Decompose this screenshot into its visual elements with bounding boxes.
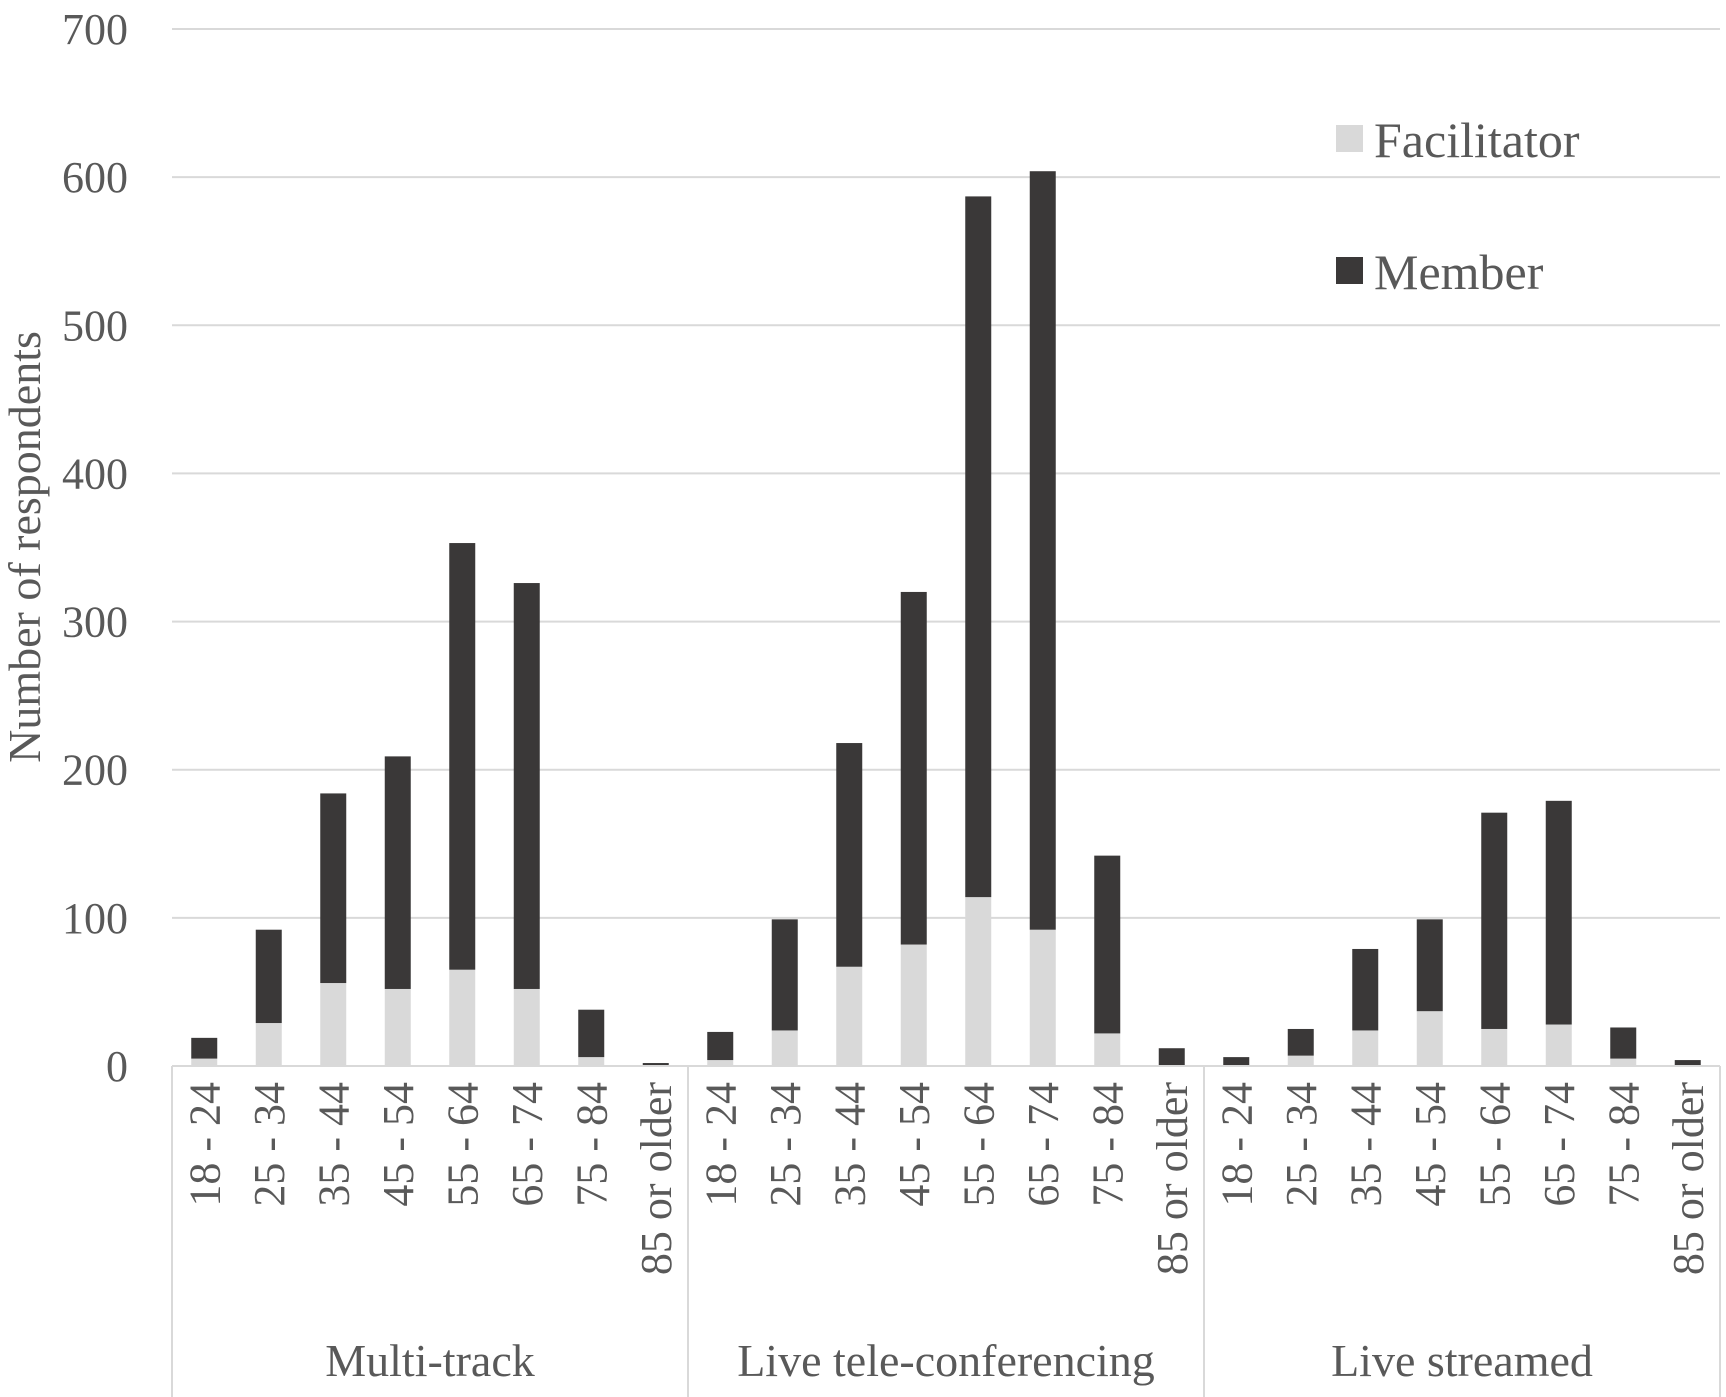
bar-member	[900, 591, 927, 945]
x-category-label: 18 - 24	[1212, 1082, 1261, 1207]
bar-facilitator	[578, 1057, 605, 1066]
x-category-label: 45 - 54	[1406, 1082, 1455, 1207]
legend-label-facilitator: Facilitator	[1374, 112, 1580, 168]
x-axis: 18 - 24 25 - 34 35 - 44 45 - 54 55 - 64 65 - …	[171, 1065, 1721, 1397]
x-category-label: 85 or older	[1148, 1082, 1197, 1275]
x-category-label: 75 - 84	[1599, 1082, 1648, 1207]
y-tick-label: 500	[62, 301, 128, 350]
x-category-label: 55 - 64	[1470, 1082, 1519, 1207]
bar-facilitator	[900, 944, 927, 1066]
bar-member	[771, 919, 798, 1031]
bar-member	[1094, 855, 1121, 1034]
bar-facilitator	[771, 1030, 798, 1066]
bar-member	[1029, 171, 1056, 930]
x-category-label: 45 - 54	[890, 1082, 939, 1207]
bar-member	[578, 1009, 605, 1058]
x-category-label: 45 - 54	[374, 1082, 423, 1207]
y-tick-label: 200	[62, 746, 128, 795]
bar-member	[965, 196, 992, 898]
y-axis-title: Number of respondents	[0, 331, 50, 763]
x-group-label: Live streamed	[1331, 1335, 1593, 1386]
bar-facilitator	[1352, 1030, 1379, 1066]
bar-facilitator	[1610, 1058, 1637, 1066]
y-axis-tick-labels: 0 100 200 300 400 500 600 700	[62, 5, 128, 1091]
bar-facilitator	[1029, 929, 1056, 1066]
x-category-label: 75 - 84	[1083, 1082, 1132, 1207]
bar-facilitator	[707, 1060, 734, 1066]
bar-member	[384, 756, 411, 989]
y-tick-label: 400	[62, 449, 128, 498]
bar-member	[707, 1031, 734, 1061]
x-group-label: Multi-track	[325, 1335, 535, 1386]
bars	[191, 171, 1701, 1066]
x-category-label: 85 or older	[1664, 1082, 1713, 1275]
x-category-label: 65 - 74	[503, 1082, 552, 1207]
x-category-label: 35 - 44	[825, 1082, 874, 1207]
bar-facilitator	[1481, 1028, 1508, 1066]
bar-member	[1158, 1048, 1185, 1066]
bar-member	[1610, 1027, 1637, 1059]
y-tick-label: 700	[62, 5, 128, 54]
bar-member	[1481, 812, 1508, 1029]
bar-member	[1674, 1060, 1701, 1066]
bar-facilitator	[965, 897, 992, 1066]
x-category-label: 75 - 84	[567, 1082, 616, 1207]
bar-facilitator	[384, 988, 411, 1066]
x-category-label: 55 - 64	[954, 1082, 1003, 1207]
legend: Facilitator Member	[1336, 112, 1580, 300]
y-tick-label: 300	[62, 598, 128, 647]
x-category-label: 35 - 44	[1341, 1082, 1390, 1207]
bar-facilitator	[1287, 1055, 1314, 1066]
x-category-label: 18 - 24	[696, 1082, 745, 1207]
bar-facilitator	[1545, 1024, 1572, 1066]
bar-facilitator	[320, 983, 347, 1066]
bar-facilitator	[191, 1058, 218, 1066]
bar-member	[836, 743, 863, 967]
bar-facilitator	[836, 966, 863, 1066]
legend-label-member: Member	[1374, 244, 1544, 300]
x-group-label: Live tele-conferencing	[737, 1335, 1155, 1386]
x-category-label: 85 or older	[632, 1082, 681, 1275]
y-tick-label: 0	[106, 1042, 128, 1091]
bar-member	[1223, 1057, 1250, 1066]
bar-facilitator	[255, 1023, 282, 1066]
bar-facilitator	[1094, 1033, 1121, 1066]
bar-member	[642, 1063, 669, 1066]
bar-member	[513, 583, 540, 989]
bar-member	[191, 1037, 218, 1059]
x-category-label: 65 - 74	[1019, 1082, 1068, 1207]
x-category-label: 18 - 24	[180, 1082, 229, 1207]
x-category-label: 55 - 64	[438, 1082, 487, 1207]
legend-swatch-member	[1336, 257, 1363, 284]
x-category-label: 65 - 74	[1535, 1082, 1584, 1207]
y-tick-label: 100	[62, 894, 128, 943]
bar-member	[1352, 948, 1379, 1031]
x-category-label: 25 - 34	[1277, 1082, 1326, 1207]
legend-swatch-facilitator	[1336, 125, 1363, 152]
y-tick-label: 600	[62, 153, 128, 202]
bar-facilitator	[513, 988, 540, 1066]
gridlines	[172, 28, 1720, 919]
bar-member	[449, 543, 476, 970]
bar-member	[1545, 800, 1572, 1025]
bar-member	[1416, 919, 1443, 1012]
bar-member	[320, 793, 347, 984]
bar-facilitator	[449, 969, 476, 1066]
x-category-label: 25 - 34	[245, 1082, 294, 1207]
bar-member	[1287, 1028, 1314, 1056]
bar-member	[255, 929, 282, 1024]
x-category-label: 35 - 44	[309, 1082, 358, 1207]
bar-facilitator	[1416, 1011, 1443, 1066]
x-category-label: 25 - 34	[761, 1082, 810, 1207]
